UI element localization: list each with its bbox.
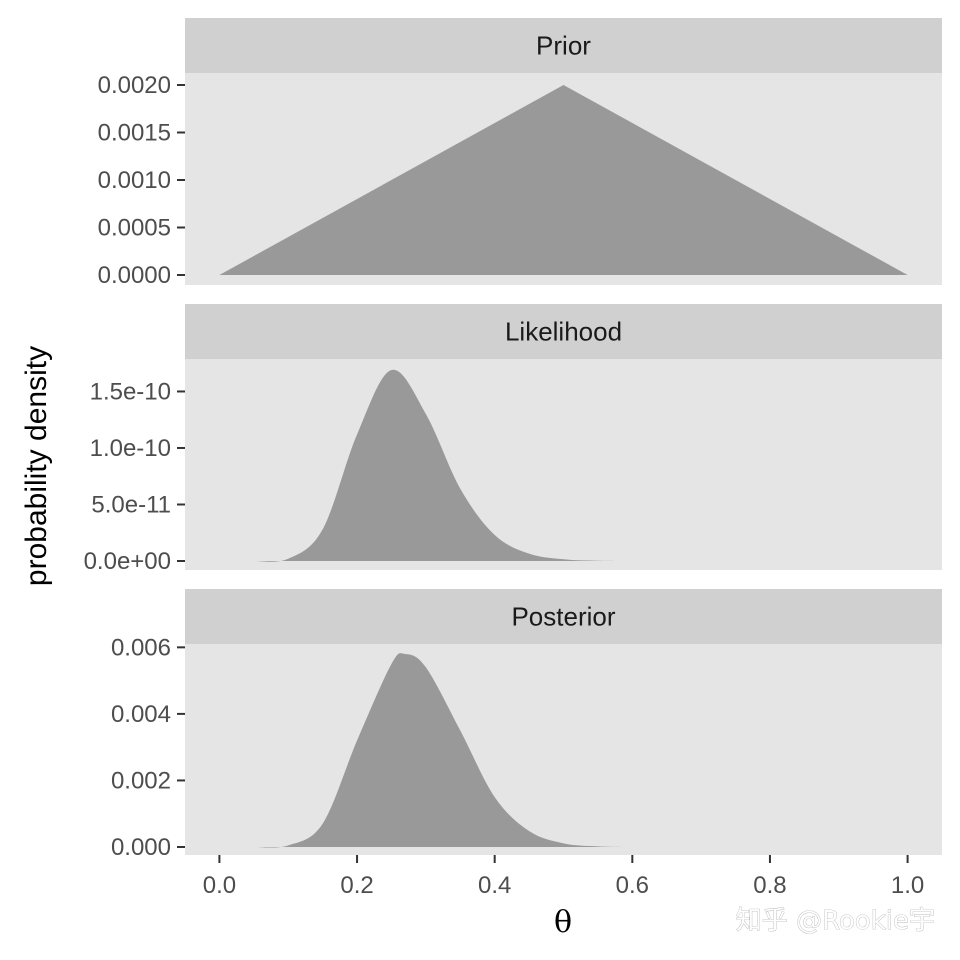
- x-tick-label: 0.2: [340, 872, 373, 899]
- y-axis-title: probability density: [20, 346, 53, 586]
- x-tick-label: 1.0: [891, 872, 924, 899]
- watermark-text: 知乎 @Rookie宇: [736, 906, 935, 936]
- y-tick-label: 0.006: [111, 634, 171, 661]
- y-tick-label: 1.0e-10: [90, 435, 171, 462]
- facet-strip: [185, 304, 942, 359]
- density-area: [219, 85, 908, 275]
- y-tick-label: 0.0e+00: [84, 548, 171, 575]
- y-tick-label: 0.0015: [98, 120, 171, 147]
- y-tick-label: 0.0020: [98, 72, 171, 99]
- y-tick-label: 0.0010: [98, 167, 171, 194]
- x-tick-label: 0.8: [753, 872, 786, 899]
- x-axis: 0.0 0.2 0.4 0.6 0.8 1.0: [203, 855, 924, 899]
- facet-posterior: Posterior 0.000 0.002 0.004 0.006: [111, 589, 942, 861]
- y-tick-label: 0.000: [111, 834, 171, 861]
- facet-strip: [185, 589, 942, 644]
- facet-likelihood: Likelihood 0.0e+00 5.0e-11 1.0e-10 1.5e-10: [84, 304, 942, 575]
- y-tick-label: 0.0005: [98, 215, 171, 242]
- density-area: [253, 369, 633, 562]
- x-tick-label: 0.6: [616, 872, 649, 899]
- panel-background: [185, 644, 942, 855]
- y-tick-label: 0.004: [111, 701, 171, 728]
- facet-strip-label: Posterior: [511, 602, 615, 632]
- facet-strip-label: Prior: [536, 31, 591, 61]
- y-tick-label: 0.0000: [98, 262, 171, 289]
- facet-panels: Prior 0.0000 0.0005 0.0010 0.0015 0.0020 Likel…: [84, 18, 942, 861]
- facet-prior: Prior 0.0000 0.0005 0.0010 0.0015 0.0020: [98, 18, 942, 289]
- density-area: [253, 653, 633, 848]
- panel-background: [185, 359, 942, 570]
- y-tick-label: 0.002: [111, 767, 171, 794]
- facet-strip-label: Likelihood: [505, 317, 622, 347]
- x-axis-title: θ: [554, 905, 572, 940]
- y-tick-label: 5.0e-11: [91, 491, 171, 518]
- x-tick-label: 0.4: [478, 872, 511, 899]
- facet-strip: [185, 18, 942, 73]
- y-tick-label: 1.5e-10: [90, 378, 171, 405]
- x-tick-label: 0.0: [203, 872, 236, 899]
